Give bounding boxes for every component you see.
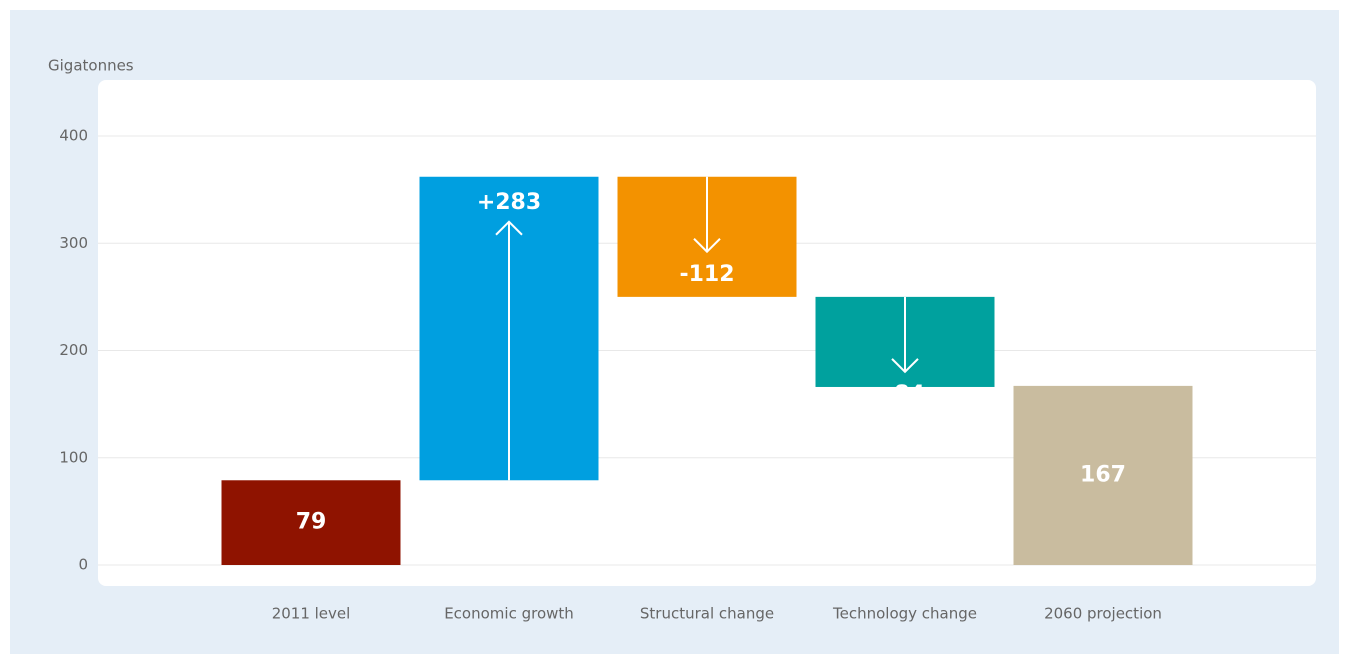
x-tick-label: 2060 projection xyxy=(1044,605,1162,623)
value-label: -84 xyxy=(885,382,925,407)
arrow xyxy=(693,176,721,254)
arrow xyxy=(891,296,919,374)
value-label: 79 xyxy=(296,510,327,535)
value-label: +283 xyxy=(477,190,541,215)
bar xyxy=(1013,385,1193,565)
y-tick-label: 300 xyxy=(59,234,88,252)
y-axis-label: Gigatonnes xyxy=(48,57,134,75)
x-tick-label: 2011 level xyxy=(272,605,351,623)
y-tick-label: 200 xyxy=(59,341,88,359)
y-tick-label: 0 xyxy=(78,556,88,574)
x-tick-label: Structural change xyxy=(640,605,774,623)
plot-panel xyxy=(98,80,1316,586)
value-label: -112 xyxy=(679,262,734,287)
x-tick-label: Economic growth xyxy=(444,605,574,623)
y-tick-label: 100 xyxy=(59,448,88,466)
x-tick-label: Technology change xyxy=(832,605,977,623)
value-label: 167 xyxy=(1080,462,1126,487)
bar xyxy=(221,480,401,565)
arrow xyxy=(495,220,523,481)
y-tick-label: 400 xyxy=(59,127,88,145)
